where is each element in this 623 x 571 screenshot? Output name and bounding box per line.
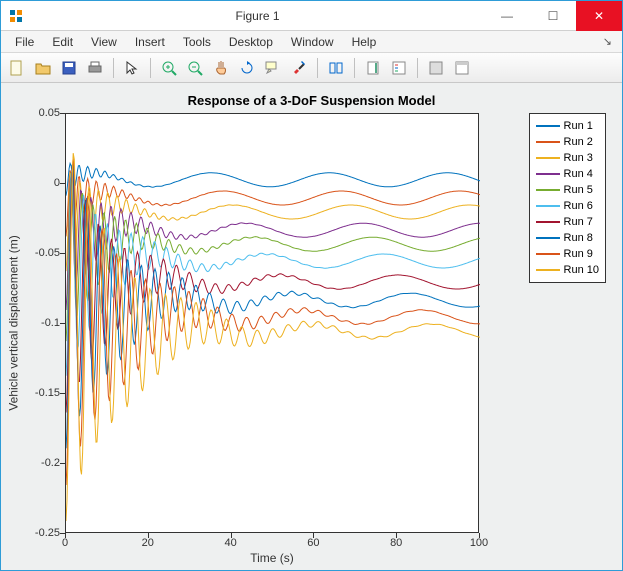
legend-label: Run 1 (564, 120, 593, 132)
menu-desktop[interactable]: Desktop (221, 33, 281, 51)
legend-swatch (536, 141, 560, 143)
menu-edit[interactable]: Edit (44, 33, 81, 51)
hide-tools-button[interactable] (424, 56, 448, 80)
zoom-out-button[interactable] (183, 56, 207, 80)
legend-item[interactable]: Run 4 (536, 166, 599, 182)
y-tick: -0.05 (20, 247, 60, 259)
legend-item[interactable]: Run 10 (536, 262, 599, 278)
series-line (66, 163, 480, 195)
menu-bar: File Edit View Insert Tools Desktop Wind… (1, 31, 622, 53)
toolbar-separator (354, 58, 355, 78)
x-tick: 80 (381, 537, 411, 549)
y-tick: -0.2 (20, 457, 60, 469)
legend-swatch (536, 221, 560, 223)
series-line (66, 153, 480, 521)
close-button[interactable]: ✕ (576, 1, 622, 31)
print-button[interactable] (83, 56, 107, 80)
chart-title: Response of a 3-DoF Suspension Model (1, 93, 622, 108)
legend-label: Run 5 (564, 184, 593, 196)
x-axis-label: Time (s) (65, 551, 479, 565)
legend-label: Run 9 (564, 248, 593, 260)
title-bar: Figure 1 — ☐ ✕ (1, 1, 622, 31)
legend-label: Run 10 (564, 264, 599, 276)
menu-help[interactable]: Help (344, 33, 385, 51)
new-figure-button[interactable] (5, 56, 29, 80)
toolbar-separator (150, 58, 151, 78)
plot-lines (66, 114, 480, 534)
legend-item[interactable]: Run 7 (536, 214, 599, 230)
legend-item[interactable]: Run 5 (536, 182, 599, 198)
y-tick: -0.15 (20, 387, 60, 399)
legend[interactable]: Run 1 Run 2 Run 3 Run 4 Run 5 Run 6 Run 7 Run 8… (529, 113, 606, 283)
legend-swatch (536, 269, 560, 271)
axes[interactable] (65, 113, 479, 533)
legend-item[interactable]: Run 3 (536, 150, 599, 166)
app-icon (1, 1, 31, 31)
y-tick: -0.25 (20, 527, 60, 539)
legend-label: Run 8 (564, 232, 593, 244)
window-title: Figure 1 (31, 9, 484, 23)
window-controls: — ☐ ✕ (484, 1, 622, 31)
plot-area: Response of a 3-DoF Suspension Model Veh… (1, 83, 622, 570)
series-line (66, 170, 480, 375)
show-tools-button[interactable] (450, 56, 474, 80)
maximize-button[interactable]: ☐ (530, 1, 576, 31)
toolbar (1, 53, 622, 83)
legend-item[interactable]: Run 1 (536, 118, 599, 134)
menu-overflow-icon[interactable]: ↘ (603, 35, 616, 48)
legend-swatch (536, 173, 560, 175)
save-button[interactable] (57, 56, 81, 80)
y-tick: -0.1 (20, 317, 60, 329)
x-tick: 40 (216, 537, 246, 549)
x-tick: 60 (298, 537, 328, 549)
rotate-button[interactable] (235, 56, 259, 80)
y-tick: 0.05 (20, 107, 60, 119)
legend-swatch (536, 205, 560, 207)
menu-tools[interactable]: Tools (175, 33, 219, 51)
pointer-button[interactable] (120, 56, 144, 80)
legend-swatch (536, 237, 560, 239)
y-tick: 0 (20, 177, 60, 189)
legend-item[interactable]: Run 2 (536, 134, 599, 150)
legend-swatch (536, 253, 560, 255)
link-button[interactable] (324, 56, 348, 80)
legend-label: Run 3 (564, 152, 593, 164)
menu-insert[interactable]: Insert (127, 33, 173, 51)
y-axis-label: Vehicle vertical displacement (m) (7, 113, 21, 533)
x-tick: 100 (464, 537, 494, 549)
pan-button[interactable] (209, 56, 233, 80)
legend-label: Run 2 (564, 136, 593, 148)
toolbar-separator (417, 58, 418, 78)
datatip-button[interactable] (261, 56, 285, 80)
legend-item[interactable]: Run 9 (536, 246, 599, 262)
minimize-button[interactable]: — (484, 1, 530, 31)
legend-swatch (536, 157, 560, 159)
menu-view[interactable]: View (83, 33, 125, 51)
legend-label: Run 4 (564, 168, 593, 180)
zoom-in-button[interactable] (157, 56, 181, 80)
brush-button[interactable] (287, 56, 311, 80)
open-button[interactable] (31, 56, 55, 80)
toolbar-separator (317, 58, 318, 78)
legend-button[interactable] (387, 56, 411, 80)
colorbar-button[interactable] (361, 56, 385, 80)
menu-window[interactable]: Window (283, 33, 342, 51)
legend-label: Run 6 (564, 200, 593, 212)
legend-swatch (536, 125, 560, 127)
menu-file[interactable]: File (7, 33, 42, 51)
legend-item[interactable]: Run 6 (536, 198, 599, 214)
legend-label: Run 7 (564, 216, 593, 228)
legend-item[interactable]: Run 8 (536, 230, 599, 246)
x-tick: 20 (133, 537, 163, 549)
toolbar-separator (113, 58, 114, 78)
legend-swatch (536, 189, 560, 191)
